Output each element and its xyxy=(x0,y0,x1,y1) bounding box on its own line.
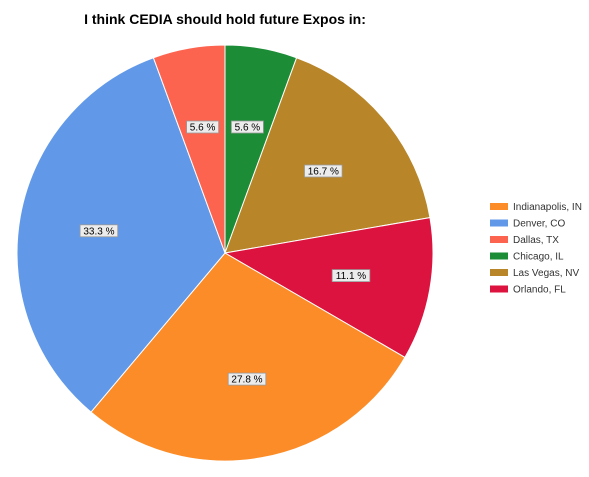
slice-data-label: 11.1 % xyxy=(331,269,371,283)
data-label-box xyxy=(230,120,264,134)
slice-value-text: 33.3 % xyxy=(83,226,114,237)
slice-data-label: 5.6 % xyxy=(230,120,264,134)
legend-label: Indianapolis, IN xyxy=(513,202,582,213)
legend-swatch xyxy=(490,269,508,276)
data-label-box xyxy=(331,269,371,283)
pie-slice-las-vegas-nv xyxy=(224,57,431,254)
slice-value-text: 5.6 % xyxy=(190,123,216,134)
data-label-box xyxy=(227,372,267,386)
legend-label: Las Vegas, NV xyxy=(513,268,579,279)
legend-label: Dallas, TX xyxy=(513,235,559,246)
legend-label: Chicago, IL xyxy=(513,252,564,263)
legend-swatch xyxy=(490,219,508,227)
data-label-box xyxy=(304,164,343,178)
legend-swatch xyxy=(490,236,508,243)
slice-data-label: 33.3 % xyxy=(79,224,119,238)
slice-data-label: 16.7 % xyxy=(304,164,343,178)
chart-legend: Indianapolis, IN Denver, CO Dallas, TX Chic… xyxy=(490,202,582,296)
data-label-box xyxy=(186,120,220,134)
slice-data-label: 27.8 % xyxy=(227,372,267,386)
chart-title: I think CEDIA should hold future Expos i… xyxy=(84,11,366,27)
legend-swatch xyxy=(490,252,508,260)
pie-slices xyxy=(16,44,434,462)
legend-swatch xyxy=(490,285,508,293)
pie-slice-dallas-tx xyxy=(152,44,226,254)
legend-label: Orlando, FL xyxy=(513,285,566,296)
data-label-box xyxy=(79,224,119,238)
pie-slice-denver-co xyxy=(16,57,226,413)
slice-value-text: 16.7 % xyxy=(308,167,339,178)
legend-swatch xyxy=(490,203,508,210)
slice-value-text: 27.8 % xyxy=(231,375,262,386)
slice-value-text: 11.1 % xyxy=(336,271,366,282)
legend-label: Denver, CO xyxy=(513,219,565,230)
pie-slice-orlando-fl xyxy=(223,217,434,359)
pie-data-labels: 5.6 % 16.7 % 11.1 % 27.8 % 33.3 % 5.6 % xyxy=(79,120,371,386)
slice-value-text: 5.6 % xyxy=(235,123,261,134)
pie-slice-indianapolis-in xyxy=(90,252,406,462)
slice-data-label: 5.6 % xyxy=(186,120,220,134)
